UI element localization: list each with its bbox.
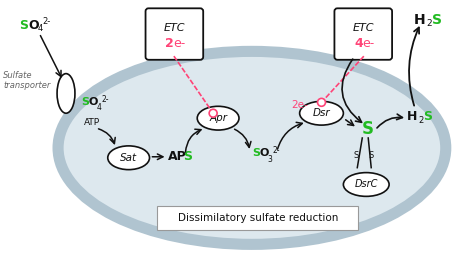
FancyBboxPatch shape: [157, 206, 358, 230]
Text: transporter: transporter: [3, 80, 51, 90]
FancyBboxPatch shape: [146, 8, 203, 60]
Text: O: O: [260, 148, 269, 158]
Text: O: O: [89, 97, 98, 107]
Ellipse shape: [58, 51, 446, 244]
Text: 4: 4: [97, 103, 102, 112]
Ellipse shape: [300, 101, 343, 125]
Text: H: H: [407, 110, 418, 123]
Circle shape: [318, 98, 326, 106]
Text: e-: e-: [173, 37, 186, 50]
Text: Sat: Sat: [120, 153, 137, 163]
Text: 2-: 2-: [42, 17, 50, 26]
Text: 2: 2: [165, 37, 174, 50]
Text: 2e-: 2e-: [292, 100, 309, 110]
Text: 2-: 2-: [102, 95, 109, 104]
Text: 4: 4: [37, 24, 43, 33]
Ellipse shape: [343, 173, 389, 196]
Text: AP: AP: [168, 150, 187, 163]
Text: Sulfate: Sulfate: [3, 71, 33, 80]
Text: 3: 3: [268, 155, 273, 164]
Text: Dsr: Dsr: [313, 108, 330, 118]
Text: S: S: [432, 13, 442, 27]
Text: Dissimilatory sulfate reduction: Dissimilatory sulfate reduction: [178, 213, 338, 223]
Text: S: S: [423, 110, 432, 123]
Text: S: S: [353, 151, 358, 160]
Text: ETC: ETC: [164, 23, 185, 33]
Text: S: S: [368, 151, 374, 160]
Text: 4: 4: [354, 37, 363, 50]
Text: H: H: [414, 13, 426, 27]
Text: O: O: [28, 19, 39, 32]
FancyBboxPatch shape: [335, 8, 392, 60]
Text: Apr: Apr: [209, 113, 227, 123]
Circle shape: [209, 109, 217, 117]
Text: 2-: 2-: [273, 146, 280, 155]
Text: ETC: ETC: [353, 23, 374, 33]
Text: S: S: [361, 120, 373, 138]
Text: S: S: [183, 150, 192, 163]
Text: S: S: [19, 19, 28, 32]
Text: S: S: [81, 97, 89, 107]
Ellipse shape: [108, 146, 149, 170]
Text: 2: 2: [426, 19, 431, 28]
Ellipse shape: [197, 106, 239, 130]
Text: 2: 2: [418, 116, 423, 125]
Ellipse shape: [57, 74, 75, 113]
Text: S: S: [252, 148, 260, 158]
Text: e-: e-: [362, 37, 374, 50]
Text: ATP: ATP: [84, 118, 100, 127]
Text: DsrC: DsrC: [355, 180, 378, 190]
